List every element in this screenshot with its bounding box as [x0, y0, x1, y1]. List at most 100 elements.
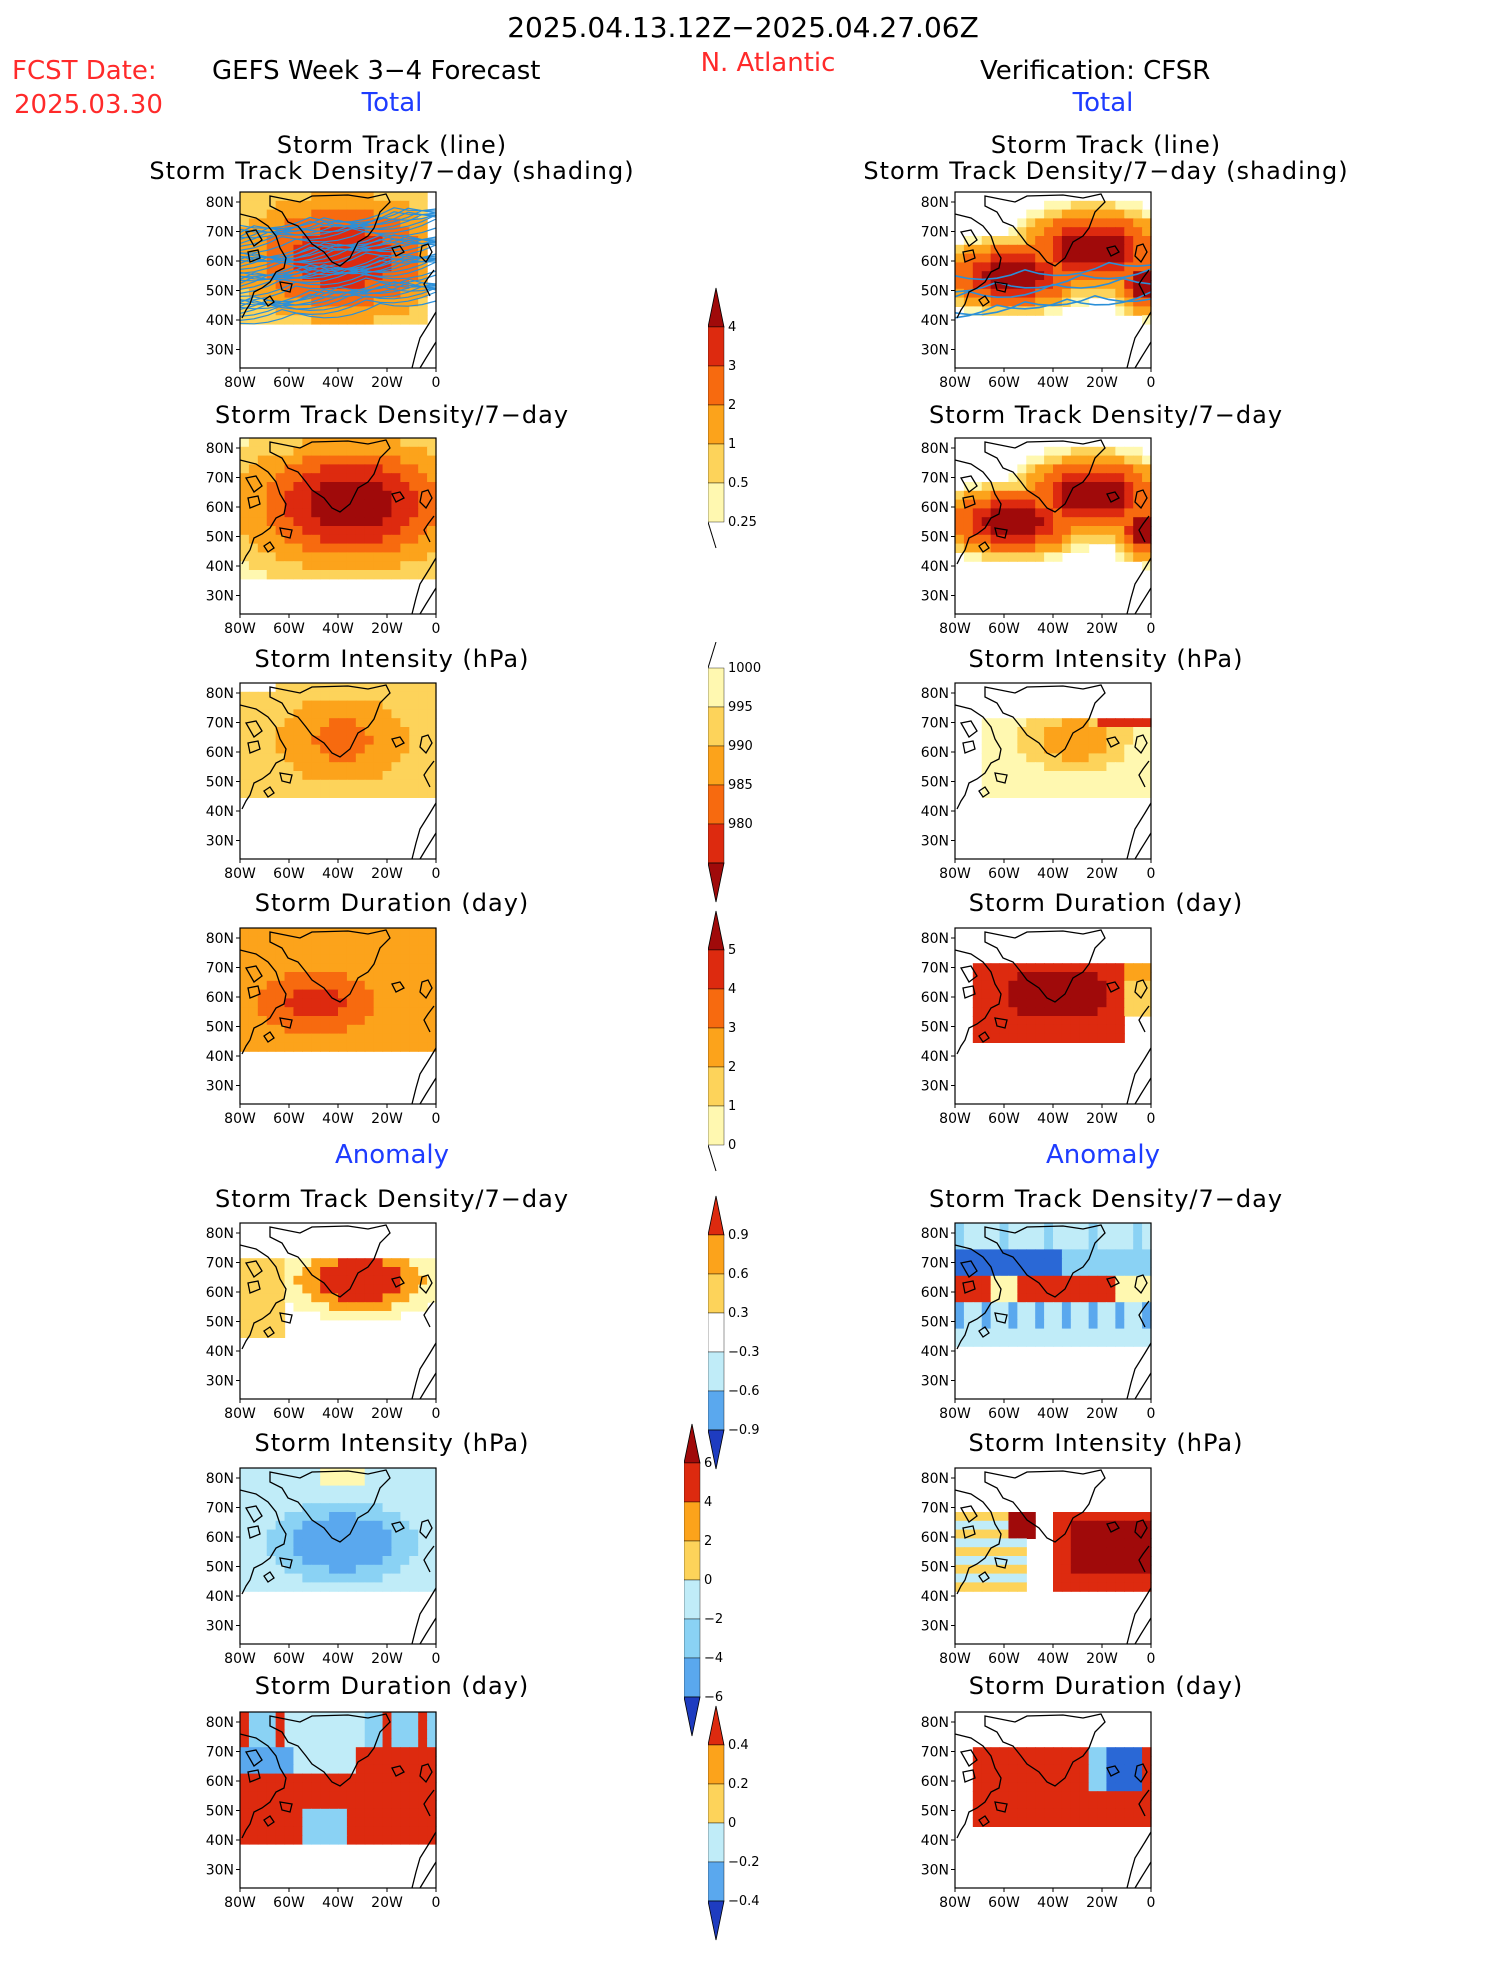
- grid-cell: [1133, 209, 1143, 219]
- grid-cell: [1133, 718, 1143, 728]
- grid-cell: [418, 218, 428, 228]
- grid-cell: [338, 1582, 348, 1592]
- grid-cell: [1070, 1582, 1081, 1592]
- grid-cell: [311, 200, 321, 211]
- grid-cell: [400, 963, 410, 973]
- lat-tick-label: 80N: [206, 1715, 234, 1731]
- grid-cell: [364, 1538, 375, 1548]
- grid-cell: [257, 280, 268, 290]
- grid-cell: [400, 700, 410, 710]
- grid-cell: [955, 1319, 965, 1330]
- grid-cell: [1070, 1249, 1081, 1259]
- grid-cell: [275, 200, 286, 211]
- grid-cell: [284, 473, 295, 483]
- grid-cell: [1044, 1284, 1054, 1294]
- grid-cell: [955, 1249, 965, 1259]
- lat-tick-label: 40N: [206, 559, 234, 575]
- grid-cell: [400, 735, 410, 746]
- grid-cell: [1017, 1249, 1027, 1259]
- grid-cell: [1070, 1564, 1081, 1575]
- grid-cell: [409, 1016, 419, 1026]
- grid-cell: [338, 1573, 348, 1583]
- grid-cell: [364, 972, 375, 982]
- colorbar-label: −0.9: [728, 1423, 760, 1438]
- grid-cell: [391, 438, 401, 448]
- grid-cell: [1133, 1791, 1143, 1801]
- grid-cell: [1044, 526, 1054, 536]
- grid-cell: [1142, 1573, 1152, 1583]
- grid-cell: [284, 718, 295, 728]
- grid-cell: [409, 288, 419, 299]
- grid-cell: [418, 1476, 428, 1487]
- coastline: [391, 1521, 405, 1533]
- grid-cell: [409, 727, 419, 737]
- grid-cell: [1008, 1556, 1018, 1566]
- coastline: [391, 981, 405, 993]
- storm-track-line: [239, 235, 437, 260]
- grid-cell: [257, 998, 268, 1008]
- grid-cell: [257, 306, 268, 316]
- grid-cell: [293, 1494, 303, 1504]
- lon-tick-label: 60W: [988, 1651, 1020, 1667]
- grid-cell: [382, 700, 393, 710]
- grid-cell: [1044, 1293, 1054, 1303]
- grid-cell: [400, 1042, 410, 1052]
- grid-cell: [409, 236, 419, 246]
- grid-cell: [418, 1747, 428, 1757]
- lon-tick-label: 0: [432, 1111, 441, 1127]
- grid-cell: [1133, 543, 1143, 553]
- lat-tick-label: 30N: [921, 1079, 949, 1095]
- grid-cell: [981, 236, 992, 246]
- grid-cell: [1026, 779, 1036, 790]
- grid-cell: [1035, 718, 1045, 728]
- lat-tick-label: 70N: [921, 1745, 949, 1761]
- grid-cell: [311, 1835, 321, 1845]
- grid-cell: [320, 683, 330, 693]
- grid-cell: [409, 499, 419, 509]
- grid-cell: [990, 1547, 1001, 1557]
- grid-cell: [373, 1476, 384, 1487]
- grid-cell: [1124, 1319, 1134, 1330]
- grid-cell: [1017, 735, 1027, 746]
- grid-cell: [1026, 1016, 1036, 1026]
- grid-cell: [1115, 1520, 1125, 1531]
- grid-cell: [1017, 1258, 1027, 1268]
- grid-cell: [346, 945, 357, 955]
- grid-cell: [302, 1258, 312, 1268]
- grid-cell: [248, 482, 259, 492]
- grid-cell: [391, 1800, 401, 1810]
- grid-cell: [355, 315, 366, 325]
- grid-cell: [248, 744, 259, 754]
- grid-cell: [1008, 1808, 1018, 1819]
- grid-cell: [275, 744, 286, 754]
- grid-cell: [999, 735, 1010, 746]
- grid-cell: [275, 1529, 286, 1539]
- coastline: [994, 1312, 1008, 1324]
- storm-track-line: [239, 274, 437, 301]
- grid-cell: [972, 1231, 983, 1242]
- grid-cell: [1061, 1024, 1072, 1035]
- grid-cell: [248, 306, 259, 316]
- grid-cell: [963, 1582, 974, 1592]
- grid-cell: [1097, 762, 1108, 772]
- grid-cell: [302, 482, 312, 492]
- grid-cell: [1079, 1800, 1090, 1810]
- coastline: [391, 491, 405, 503]
- grid-cell: [1017, 1538, 1027, 1548]
- grid-cell: [284, 700, 295, 710]
- grid-cell: [418, 779, 428, 790]
- grid-cell: [275, 561, 286, 571]
- grid-cell: [1053, 1284, 1063, 1294]
- coastline: [411, 311, 437, 369]
- grid-cell: [355, 1738, 366, 1748]
- grid-cell: [963, 1538, 974, 1548]
- grid-cell: [418, 762, 428, 772]
- grid-cell: [338, 499, 348, 509]
- grid-cell: [1008, 1249, 1018, 1259]
- lon-tick-label: 80W: [939, 1406, 971, 1422]
- grid-cell: [311, 936, 321, 947]
- grid-cell: [266, 1720, 277, 1731]
- grid-cell: [257, 455, 268, 465]
- grid-cell: [999, 253, 1010, 263]
